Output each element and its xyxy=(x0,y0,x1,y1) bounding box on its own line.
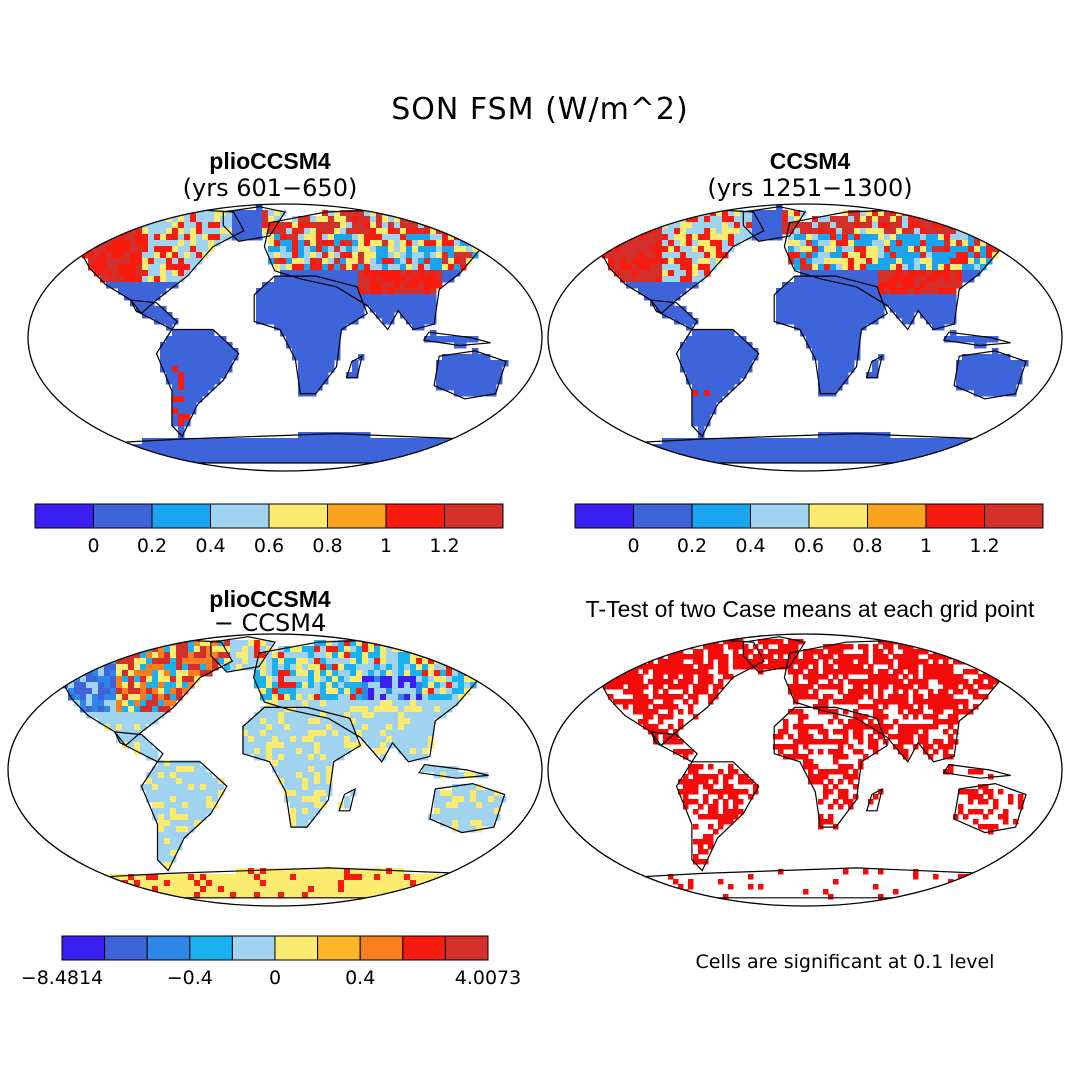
colorbar-box xyxy=(104,935,148,961)
map-border xyxy=(547,633,1063,907)
colorbar-box xyxy=(93,503,153,529)
significance-note: Cells are significant at 0.1 level xyxy=(695,951,995,973)
colorbar-tick-label: 0.4 xyxy=(345,967,375,989)
panel-title-ttest: T-Test of two Case means at each grid po… xyxy=(585,596,1035,622)
coastline-africa xyxy=(253,275,368,395)
colorbar-box xyxy=(359,935,404,961)
colorbar-box xyxy=(574,503,634,529)
colorbar-box xyxy=(385,503,445,529)
colorbar-box xyxy=(327,503,387,529)
colorbar-box xyxy=(925,503,985,529)
panel-subtitle-ccsm4: (yrs 1251−1300) xyxy=(707,174,913,202)
colorbar-tick-label: 0.6 xyxy=(794,535,824,557)
colorbar-tick-label: 1 xyxy=(380,535,392,557)
colorbar-box xyxy=(808,503,868,529)
coastline-australia xyxy=(953,350,1027,400)
coastline-indonesia xyxy=(422,331,491,347)
coastline-africa xyxy=(773,706,888,828)
coastline-africa xyxy=(242,706,362,828)
colorbar-box xyxy=(984,503,1044,529)
map-border xyxy=(7,633,543,907)
coastline-indonesia xyxy=(942,763,1011,779)
colorbar-box xyxy=(210,503,270,529)
coastline-samerica xyxy=(155,328,240,438)
map-ccsm4 xyxy=(547,203,1063,472)
colorbar-box xyxy=(146,935,191,961)
map-plio xyxy=(27,203,543,472)
coastline-madagascar xyxy=(865,787,883,812)
colorbar-tick-label: 0.2 xyxy=(677,535,707,557)
coastline-greenland xyxy=(222,206,286,243)
colorbar-diff: −8.4814 −0.4 0 0.4 4.0073 xyxy=(21,935,521,989)
colorbar-box xyxy=(34,503,94,529)
figure-title: SON FSM (W/m^2) xyxy=(391,92,689,127)
colorbar-tick-label: −0.4 xyxy=(167,967,213,989)
coastline-greenland xyxy=(742,206,806,243)
colorbar-box xyxy=(317,935,361,961)
coastline-samerica xyxy=(675,761,760,872)
colorbar-box xyxy=(691,503,751,529)
colorbar-tick-label: 1 xyxy=(920,535,932,557)
coastline-australia xyxy=(953,782,1027,834)
colorbar-box xyxy=(750,503,810,529)
panel-title-ccsm4: CCSM4 xyxy=(769,148,851,174)
panel-title-diff: plioCCSM4 xyxy=(209,586,331,612)
coastline-indonesia xyxy=(942,331,1011,347)
colorbar-tick-label: −8.4814 xyxy=(21,967,103,989)
colorbar-tick-label: 0.4 xyxy=(195,535,225,557)
colorbar-tick-label: 0 xyxy=(627,535,639,557)
map-border xyxy=(27,203,543,472)
colorbar-tick-label: 0.6 xyxy=(254,535,284,557)
colorbar-tick-label: 0.2 xyxy=(137,535,167,557)
colorbar-box xyxy=(151,503,211,529)
colorbar-box xyxy=(444,935,489,961)
colorbar-box xyxy=(633,503,693,529)
colorbar-box xyxy=(61,935,106,961)
panel-subtitle-plio: (yrs 601−650) xyxy=(182,174,358,202)
colorbar-tick-label: 0.4 xyxy=(735,535,765,557)
coastline-madagascar xyxy=(865,355,883,379)
colorbar-tick-label: 0.8 xyxy=(312,535,342,557)
colorbar-box xyxy=(268,503,328,529)
panel-title-plio: plioCCSM4 xyxy=(209,148,331,174)
map-border xyxy=(547,203,1063,472)
coastline-madagascar xyxy=(338,787,356,812)
map-ttest xyxy=(547,633,1063,907)
colorbar-tick-label: 0.8 xyxy=(852,535,882,557)
colorbar-tick-label: 0 xyxy=(87,535,99,557)
map-diff xyxy=(7,633,543,907)
colorbar-box xyxy=(444,503,504,529)
colorbar-box xyxy=(274,935,319,961)
colorbar-box xyxy=(867,503,927,529)
colorbar-tick-label: 0 xyxy=(269,967,281,989)
colorbar-plio: 0 0.2 0.4 0.6 0.8 1 1.2 xyxy=(34,503,504,557)
coastline-australia xyxy=(429,782,506,834)
coastline-samerica xyxy=(675,328,760,438)
colorbar-box xyxy=(189,935,233,961)
coastline-africa xyxy=(773,275,888,395)
colorbar-tick-label: 1.2 xyxy=(429,535,459,557)
panel-subtitle-diff: − CCSM4 xyxy=(213,609,327,637)
coastline-madagascar xyxy=(345,355,363,379)
coastline-samerica xyxy=(140,761,228,872)
colorbar-box xyxy=(402,935,446,961)
colorbar-tick-label: 1.2 xyxy=(969,535,999,557)
coastline-greenland xyxy=(210,636,276,673)
coastline-greenland xyxy=(742,636,806,673)
coastline-indonesia xyxy=(418,763,489,779)
colorbar-box xyxy=(231,935,276,961)
colorbar-ccsm4: 0 0.2 0.4 0.6 0.8 1 1.2 xyxy=(574,503,1044,557)
coastline-australia xyxy=(433,350,507,400)
colorbar-tick-label: 4.0073 xyxy=(455,967,521,989)
